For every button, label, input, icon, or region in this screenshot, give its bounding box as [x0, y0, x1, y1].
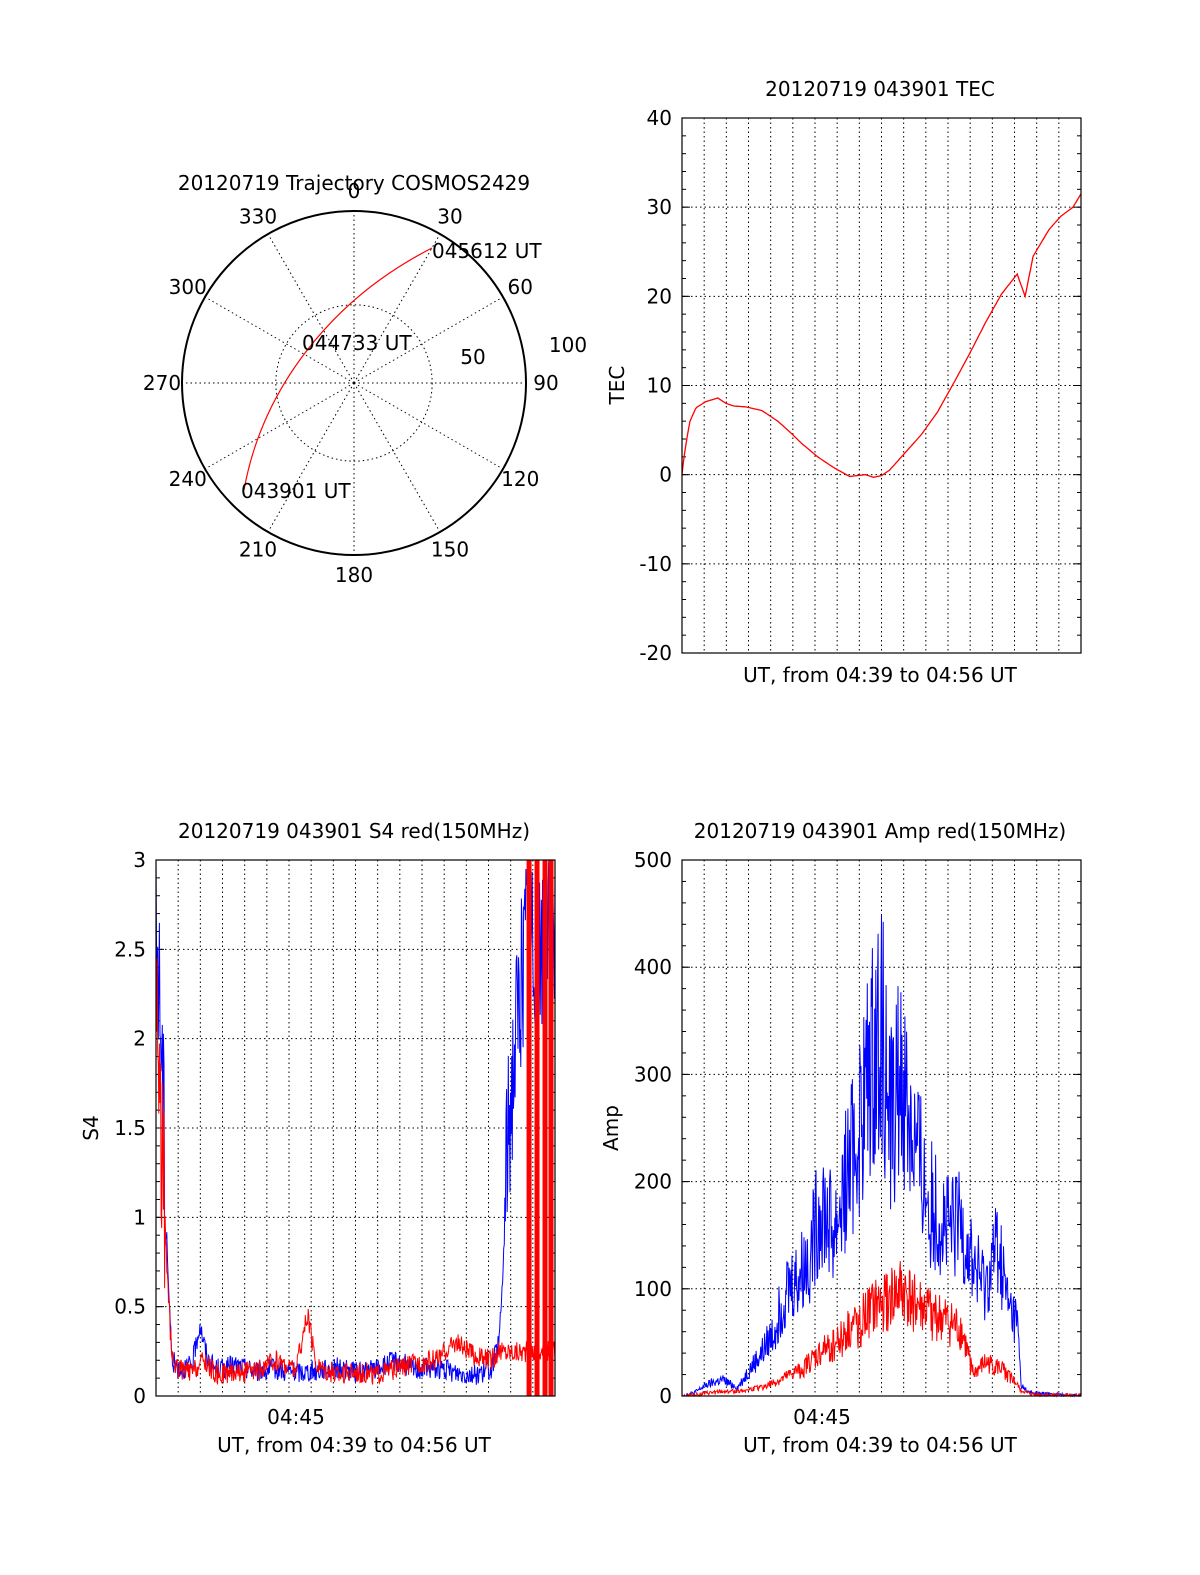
s4-xlabel: UT, from 04:39 to 04:56 UT — [217, 1433, 492, 1457]
s4-xtick-label: 04:45 — [267, 1405, 325, 1429]
s4-red-spike — [526, 860, 532, 1396]
amp-ylabel: Amp — [599, 1105, 623, 1151]
tec-ytick-label: 0 — [659, 463, 672, 487]
polar-title: 20120719 Trajectory COSMOS2429 — [178, 171, 530, 195]
s4-ytick-label: 0 — [133, 1384, 146, 1408]
amp-series-red-line — [681, 1261, 1082, 1398]
tec-series-red-line — [681, 193, 1082, 478]
s4-plot-frame — [155, 859, 556, 1397]
s4-series-red-line — [155, 957, 556, 1386]
amp-panel: 20120719 043901 Amp red(150MHz) Amp UT, … — [599, 819, 1082, 1457]
tec-ytick-label: 20 — [647, 284, 672, 308]
polar-trajectory-panel: 20120719 Trajectory COSMOS2429 0 30 60 90 12… — [143, 171, 587, 587]
polar-azimuth-label: 120 — [501, 467, 539, 491]
tec-ytick-label: 10 — [647, 374, 672, 398]
amp-ytick-label: 400 — [634, 955, 672, 979]
polar-spoke — [353, 382, 504, 470]
polar-azimuth-label: 90 — [533, 371, 558, 395]
s4-ytick-label: 1.5 — [114, 1116, 146, 1140]
tec-ytick-label: 30 — [647, 195, 672, 219]
s4-red-spike — [534, 860, 540, 1396]
tec-ylabel: TEC — [605, 366, 629, 406]
polar-azimuth-label: 60 — [508, 275, 533, 299]
amp-ytick-label: 300 — [634, 1062, 672, 1086]
tec-plot-frame — [681, 117, 1082, 654]
tec-panel: 20120719 043901 TEC TEC UT, from 04:39 t… — [605, 77, 1082, 687]
polar-spoke — [204, 382, 355, 470]
amp-title: 20120719 043901 Amp red(150MHz) — [694, 819, 1066, 843]
amp-xlabel: UT, from 04:39 to 04:56 UT — [743, 1433, 1018, 1457]
polar-azimuth-label: 270 — [143, 371, 181, 395]
polar-spoke — [353, 296, 504, 384]
s4-ylabel: S4 — [79, 1115, 103, 1140]
amp-series-blue-line — [682, 914, 1082, 1398]
polar-azimuth-label: 0 — [348, 179, 361, 203]
tec-ytick-label: -20 — [639, 641, 672, 665]
polar-azimuth-label: 240 — [169, 467, 207, 491]
tec-xlabel: UT, from 04:39 to 04:56 UT — [743, 663, 1018, 687]
s4-ytick-label: 3 — [133, 848, 146, 872]
polar-start-label: 043901 UT — [241, 479, 351, 503]
amp-ytick-label: 500 — [634, 848, 672, 872]
s4-ytick-label: 0.5 — [114, 1295, 146, 1319]
polar-radius-label: 50 — [460, 345, 485, 369]
polar-spoke — [204, 296, 355, 384]
polar-inner-circle — [275, 304, 433, 462]
polar-mid-label: 044733 UT — [302, 331, 412, 355]
polar-radius-label: 100 — [549, 333, 587, 357]
polar-azimuth-label: 180 — [335, 563, 373, 587]
polar-azimuth-label: 300 — [169, 275, 207, 299]
polar-spoke — [353, 233, 441, 384]
tec-ytick-label: -10 — [639, 552, 672, 576]
tec-ytick-label: 40 — [647, 106, 672, 130]
polar-spoke — [353, 382, 441, 533]
s4-ytick-label: 2.5 — [114, 937, 146, 961]
amp-ytick-label: 0 — [659, 1384, 672, 1408]
polar-trajectory-line — [243, 247, 433, 491]
s4-title: 20120719 043901 S4 red(150MHz) — [178, 819, 530, 843]
tec-title: 20120719 043901 TEC — [765, 77, 995, 101]
amp-xtick-label: 04:45 — [793, 1405, 851, 1429]
polar-azimuth-label: 30 — [437, 205, 462, 229]
polar-azimuth-label: 210 — [239, 537, 277, 561]
s4-panel: 20120719 043901 S4 red(150MHz) S4 UT, fr… — [79, 819, 556, 1457]
s4-red-spike — [548, 860, 554, 1396]
amp-plot-frame — [681, 859, 1082, 1397]
s4-series-blue-line — [155, 859, 556, 1385]
s4-ytick-label: 2 — [133, 1027, 146, 1051]
amp-ytick-label: 100 — [634, 1277, 672, 1301]
polar-spoke — [267, 382, 355, 533]
amp-ytick-label: 200 — [634, 1170, 672, 1194]
polar-azimuth-label: 150 — [431, 537, 469, 561]
polar-end-label: 045612 UT — [432, 239, 542, 263]
s4-ytick-label: 1 — [133, 1205, 146, 1229]
s4-red-spike — [542, 860, 548, 1396]
polar-azimuth-label: 330 — [239, 205, 277, 229]
polar-spoke — [267, 233, 355, 384]
